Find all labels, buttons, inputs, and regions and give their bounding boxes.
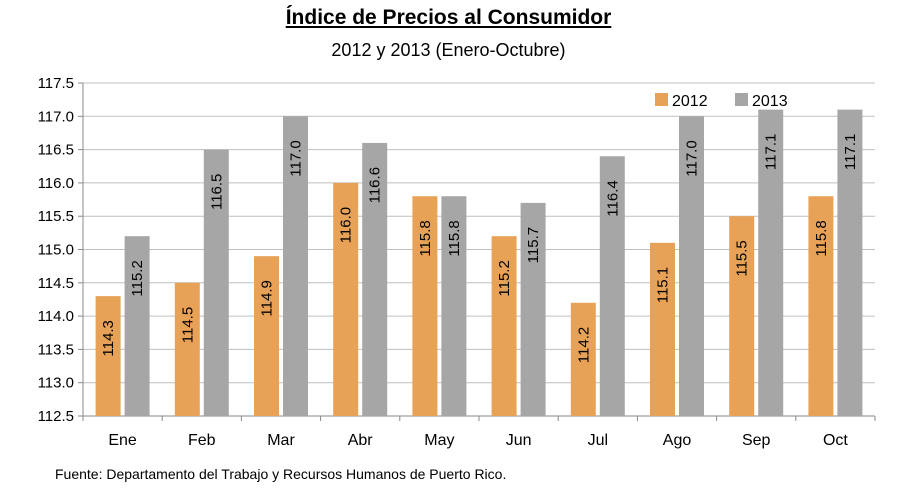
bar-2012	[333, 182, 359, 416]
data-label: 115.2	[496, 260, 513, 296]
data-label: 117.1	[842, 134, 859, 170]
y-tick-label: 117.0	[38, 108, 74, 125]
bar-2013	[679, 116, 704, 417]
legend-label-2012: 2012	[672, 93, 708, 110]
bar-2012	[491, 236, 517, 416]
bar-2012	[729, 216, 755, 416]
data-label: 114.9	[259, 280, 276, 316]
bar-2013	[283, 116, 308, 417]
x-tick-label: Mar	[267, 432, 295, 449]
bar-2012	[570, 302, 596, 416]
x-tick-label: Sep	[742, 432, 771, 449]
data-label: 115.8	[417, 220, 434, 256]
data-label: 116.0	[338, 207, 355, 243]
data-label: 116.5	[208, 174, 225, 210]
data-label: 115.7	[525, 227, 542, 263]
bars	[95, 109, 863, 417]
y-tick-label: 117.5	[38, 75, 74, 92]
legend-swatch-2012	[655, 93, 668, 106]
data-label: 114.5	[179, 307, 196, 343]
data-label: 115.8	[813, 220, 830, 256]
legend: 2012 2013	[655, 93, 788, 110]
data-label: 115.1	[655, 267, 672, 303]
bar-2012	[95, 296, 121, 416]
chart-title: Índice de Precios al Consumidor	[285, 6, 612, 29]
x-tick-label: Feb	[188, 432, 216, 449]
legend-swatch-2013	[735, 93, 748, 106]
y-tick-label: 114.5	[38, 275, 74, 292]
y-tick-label: 116.5	[38, 142, 74, 159]
bar-2012	[808, 196, 834, 416]
x-tick-label: Jun	[506, 432, 532, 449]
data-label: 116.4	[604, 180, 621, 216]
y-tick-label: 115.5	[38, 208, 74, 225]
data-label: 114.2	[575, 327, 592, 363]
y-tick-label: 113.0	[38, 375, 74, 392]
source-note: Fuente: Departamento del Trabajo y Recur…	[55, 466, 507, 482]
data-labels: 114.3 115.2 114.5 116.5 114.9 117.0 116.0 116.6…	[100, 134, 859, 364]
bar-2013	[124, 236, 150, 416]
bar-2013	[758, 109, 784, 416]
bar-2013	[520, 202, 546, 416]
data-label: 117.1	[763, 134, 780, 170]
y-tick-label: 112.5	[38, 408, 74, 425]
data-label: 114.3	[100, 320, 117, 356]
data-label: 115.8	[446, 220, 463, 256]
y-tick-label: 115.0	[38, 242, 74, 259]
bar-2013	[599, 156, 625, 416]
bar-2013	[362, 142, 388, 416]
bar-2013	[203, 149, 229, 416]
bar-2013	[441, 196, 467, 416]
data-label: 117.0	[684, 140, 701, 176]
x-tick-label: Abr	[348, 432, 374, 449]
y-tick-label: 113.5	[38, 341, 74, 358]
y-tick-label: 114.0	[38, 308, 74, 325]
bar-2013	[837, 109, 863, 416]
data-label: 115.5	[734, 240, 751, 276]
x-tick-label: May	[424, 432, 454, 449]
x-tick-label: Ago	[663, 432, 692, 449]
data-label: 115.2	[129, 260, 146, 296]
bar-2012	[650, 242, 675, 416]
data-label: 117.0	[288, 140, 305, 176]
legend-label-2013: 2013	[752, 93, 788, 110]
x-tick-label: Jul	[588, 432, 608, 449]
y-tick-label: 116.0	[38, 175, 74, 192]
x-tick-label: Oct	[823, 432, 848, 449]
bar-2012	[412, 196, 438, 416]
data-label: 116.6	[367, 167, 384, 203]
chart-subtitle: 2012 y 2013 (Enero-Octubre)	[331, 40, 566, 60]
bar-2012	[254, 256, 279, 416]
x-tick-label: Ene	[108, 432, 137, 449]
bar-2012	[174, 282, 200, 416]
gridlines	[83, 82, 875, 417]
